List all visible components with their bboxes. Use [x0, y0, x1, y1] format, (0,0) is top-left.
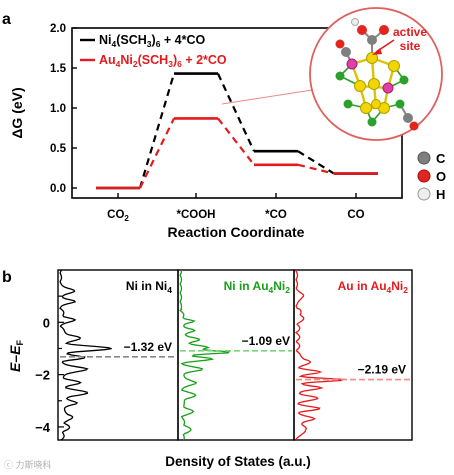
panel-a-y-tick-label: 0.0 — [50, 183, 66, 195]
d-band-center-label-ni-in-au4ni2: −1.09 eV — [242, 334, 290, 348]
active-site-arrowhead — [372, 48, 382, 55]
inset-callout-line — [221, 87, 326, 105]
panel-a-y-tick-label: 1.5 — [50, 63, 67, 75]
active-site-label-line2: site — [400, 39, 421, 53]
panel-b-label: b — [2, 269, 12, 286]
category-label-co2: CO2 — [107, 209, 129, 223]
atom-legend-h-label: H — [436, 187, 445, 202]
panel-b-y-tick-label: −4 — [35, 420, 51, 435]
category-label-co-adsorbed: *CO — [265, 209, 287, 221]
svg-text:ΔG (eV): ΔG (eV) — [9, 87, 25, 138]
energy-connector-1-1 — [217, 117, 255, 166]
legend-label-ni4: Ni4(SCH3)6 + 4*CO — [99, 33, 206, 49]
active-site-label-line1: active — [393, 25, 427, 39]
energy-connector-1-2 — [297, 163, 335, 175]
energy-connector-0-1 — [217, 73, 255, 152]
atom-legend-h-swatch — [417, 187, 431, 201]
dos-title-ni-in-ni4: Ni in Ni4 — [126, 279, 172, 295]
atom-legend-c-label: C — [436, 151, 446, 166]
panel-a-y-ticks: 0.0 0.5 1.0 1.5 2.0 — [50, 23, 77, 195]
cluster-inset: active site — [309, 7, 443, 141]
panel-b-y-axis-label: E–EF — [7, 340, 25, 372]
d-band-center-label-au-in-au4ni2: −2.19 eV — [358, 363, 406, 377]
panel-b-y-tick-label: 0 — [43, 315, 50, 330]
atom-legend: C O H — [417, 151, 446, 202]
panel-a-x-ticks — [117, 193, 357, 198]
panel-a-y-axis-label: ΔG (eV) — [9, 87, 25, 138]
energy-connector-1-0 — [139, 117, 175, 189]
dos-title-ni-in-au4ni2: Ni in Au4Ni2 — [224, 279, 291, 295]
panel-a-y-tick-label: 1.0 — [50, 103, 66, 115]
dos-frame-au-in-au4ni2 — [293, 269, 413, 441]
dos-curve-ni-in-ni4 — [59, 269, 112, 441]
panel-b-x-axis-label: Density of States (a.u.) — [165, 454, 311, 469]
panel-a-label: a — [2, 11, 11, 28]
dos-title-au-in-au4ni2: Au in Au4Ni2 — [338, 279, 409, 295]
svg-text:E–EF: E–EF — [7, 340, 25, 372]
panel-a-y-tick-label: 2.0 — [50, 23, 66, 35]
panel-a-x-axis-label: Reaction Coordinate — [168, 224, 305, 240]
category-label-co: CO — [347, 209, 364, 221]
panel-a-legend: Ni4(SCH3)6 + 4*CO Au4Ni2(SCH3)6 + 2*CO — [80, 33, 227, 69]
atom-legend-c-swatch — [417, 151, 431, 165]
panel-b-chart: −4 −2 0 E–EF Ni in Ni4 Ni in Au4Ni2 Au in … — [7, 269, 413, 469]
dos-curve-au-in-au4ni2 — [294, 269, 346, 441]
dos-curve-ni-in-au4ni2 — [179, 270, 231, 441]
cluster-atoms — [335, 18, 419, 131]
watermark: ⓒ 力斯晓科 — [4, 459, 52, 470]
panel-b-y-ticks: −4 −2 0 — [35, 295, 64, 435]
energy-connector-0-0 — [138, 73, 176, 189]
atom-legend-o-label: O — [436, 169, 446, 184]
d-band-center-label-ni-in-ni4: −1.32 eV — [124, 340, 172, 354]
category-label-cooh: *COOH — [177, 209, 216, 221]
panel-a-chart: 0.0 0.5 1.0 1.5 2.0 ΔG (eV) CO2 *COOH *CO CO… — [9, 23, 403, 240]
legend-label-au4ni2: Au4Ni2(SCH3)6 + 2*CO — [99, 53, 227, 69]
atom-legend-o-swatch — [417, 169, 431, 183]
panel-a-y-tick-label: 0.5 — [50, 143, 67, 155]
panel-a-series — [96, 72, 378, 190]
panel-b-y-tick-label: −2 — [35, 368, 50, 383]
